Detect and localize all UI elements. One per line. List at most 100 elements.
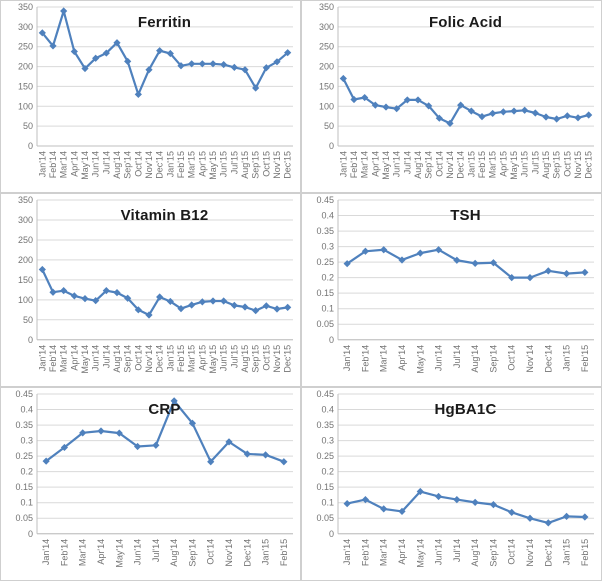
- y-tick-label: 350: [18, 2, 33, 12]
- x-tick-label: Nov'14: [144, 151, 154, 179]
- x-tick-label: Mar'14: [78, 539, 88, 566]
- y-tick-label: 0.4: [321, 405, 334, 415]
- x-tick-label: Dec'15: [584, 151, 594, 179]
- x-tick-label: Oct'14: [206, 539, 216, 565]
- x-tick-label: Jan'14: [342, 345, 352, 371]
- data-point-marker: [209, 297, 217, 305]
- data-point-marker: [145, 66, 153, 74]
- y-tick-label: 0.4: [321, 211, 334, 221]
- x-tick-label: Nov'14: [445, 151, 455, 179]
- data-point-marker: [42, 457, 50, 465]
- x-tick-label: Jul'14: [101, 345, 111, 368]
- data-point-marker: [382, 103, 390, 111]
- data-point-marker: [156, 47, 164, 55]
- data-point-marker: [134, 90, 142, 98]
- chart-canvas-crp: 0 0.05 0.1 0.15 0.2 0.25 0.3 0.35 0.4 0.45 Jan'14 F…: [15, 389, 293, 568]
- y-tick-label: 0.35: [316, 226, 334, 236]
- data-point-marker: [526, 274, 534, 282]
- x-tick-label: May'14: [80, 151, 90, 180]
- x-tick-label: Dec'14: [242, 539, 252, 567]
- x-tick-label: Apr'14: [370, 151, 380, 177]
- x-tick-label: Sep'14: [488, 539, 498, 567]
- data-point-marker: [526, 514, 534, 522]
- x-tick-label: Jan'15: [562, 345, 572, 371]
- x-tick-label: Oct'15: [261, 345, 271, 371]
- x-tick-label: May'14: [415, 345, 425, 374]
- x-tick-label: Dec'15: [283, 151, 293, 179]
- x-tick-label: Dec'14: [456, 151, 466, 179]
- x-tick-label: Oct'15: [562, 151, 572, 177]
- data-point-marker: [398, 507, 406, 516]
- x-tick-label: Sep'14: [488, 345, 498, 373]
- data-point-marker: [252, 306, 260, 315]
- series-line: [41, 9, 289, 96]
- x-tick-label: Feb'15: [176, 345, 186, 372]
- data-point-marker: [49, 288, 57, 296]
- y-tick-label: 0.15: [15, 482, 33, 492]
- x-tick-label: Aug'14: [470, 539, 480, 567]
- y-tick-label: 100: [18, 101, 33, 111]
- x-tick-label: Jan'15: [261, 539, 271, 565]
- x-tick-label: Jan'14: [37, 151, 47, 177]
- data-point-marker: [38, 265, 46, 274]
- x-tick-label: May'14: [415, 539, 425, 568]
- chart-panel-ferritin: 0 50 100 150 200 250 300 350 Jan'14 Feb'14 Mar'14 A…: [0, 0, 301, 193]
- data-point-marker: [563, 112, 571, 120]
- x-tick-label: Dec'14: [155, 345, 165, 373]
- x-tick-label: Dec'14: [543, 345, 553, 373]
- x-tick-label: Jan'14: [338, 151, 348, 177]
- data-point-marker: [280, 458, 288, 466]
- x-tick-label: Mar'14: [59, 151, 69, 178]
- x-tick-label: Feb'14: [48, 345, 58, 372]
- data-point-marker: [478, 113, 486, 121]
- x-tick-label: Mar'15: [488, 151, 498, 178]
- series-line: [346, 248, 585, 279]
- data-point-marker: [553, 115, 561, 123]
- chart-panel-vitamin-b12: 0 50 100 150 200 250 300 350 Jan'14 Feb'14 Mar'14 A…: [0, 193, 301, 387]
- x-tick-label: Mar'14: [379, 539, 389, 566]
- y-tick-label: 0: [329, 141, 334, 151]
- y-tick-label: 350: [18, 195, 33, 205]
- y-tick-label: 0.15: [316, 482, 334, 492]
- y-tick-label: 0.35: [316, 420, 334, 430]
- x-tick-label: Jan'15: [466, 151, 476, 177]
- data-point-marker: [166, 297, 174, 306]
- data-point-marker: [92, 54, 100, 62]
- x-tick-label: Jul'15: [530, 151, 540, 174]
- data-point-marker: [521, 106, 529, 114]
- data-point-marker: [499, 108, 507, 116]
- y-tick-label: 0.3: [20, 436, 33, 446]
- data-point-marker: [339, 74, 347, 83]
- x-tick-label: May'15: [509, 151, 519, 180]
- x-tick-label: Apr'14: [397, 539, 407, 565]
- x-tick-label: Nov'15: [272, 151, 282, 179]
- data-point-marker: [188, 301, 196, 309]
- data-point-marker: [574, 114, 582, 122]
- data-point-marker: [230, 301, 238, 310]
- x-tick-label: Apr'15: [197, 345, 207, 371]
- x-tick-label: Aug'14: [112, 151, 122, 179]
- x-tick-label: Jan'14: [342, 539, 352, 565]
- y-tick-label: 0.15: [316, 288, 334, 298]
- y-tick-label: 0: [329, 529, 334, 539]
- data-point-marker: [60, 287, 68, 295]
- x-tick-label: Aug'15: [240, 151, 250, 179]
- x-tick-label: Dec'14: [155, 151, 165, 179]
- y-tick-label: 0: [28, 141, 33, 151]
- x-tick-label: Jan'15: [562, 539, 572, 565]
- data-point-marker: [230, 63, 238, 71]
- data-point-marker: [177, 62, 185, 70]
- data-point-marker: [273, 58, 281, 66]
- data-point-marker: [398, 256, 406, 264]
- y-tick-label: 0.25: [15, 451, 33, 461]
- data-point-marker: [273, 305, 281, 313]
- x-tick-label: Dec'14: [543, 539, 553, 567]
- x-tick-label: Aug'14: [413, 151, 423, 179]
- data-point-marker: [241, 66, 249, 74]
- x-tick-label: Feb'15: [580, 345, 590, 372]
- x-tick-label: Mar'15: [187, 151, 197, 178]
- data-point-marker: [544, 267, 552, 275]
- y-tick-label: 250: [18, 42, 33, 52]
